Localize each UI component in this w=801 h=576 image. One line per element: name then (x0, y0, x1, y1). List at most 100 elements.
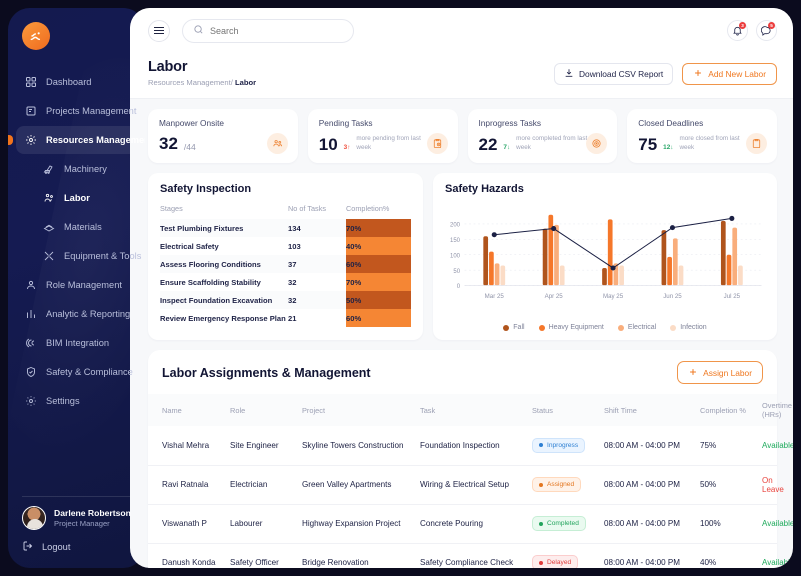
stat-note: more closed from last week (679, 135, 740, 151)
logout-icon (22, 540, 34, 554)
column-header: Task (420, 394, 532, 426)
column-header-no-of-tasks: No of Tasks (288, 204, 326, 213)
sidebar-item-role-management[interactable]: Role Management (16, 271, 137, 299)
chart-legend: Fall Heavy Equipment Electrical Infection (433, 322, 777, 340)
legend-item[interactable]: Fall (503, 324, 525, 331)
bell-icon (733, 26, 742, 36)
sidebar-item-materials[interactable]: Materials (34, 213, 137, 241)
notifications-button[interactable]: 3 (727, 20, 748, 41)
cell-tasks: 21 (288, 313, 297, 323)
cell-tasks: 37 (288, 255, 346, 273)
sidebar-subitem-label: Equipment & Tools (64, 251, 142, 261)
cell-name: Danush Konda (148, 543, 230, 568)
stat-suffix: /44 (183, 142, 196, 152)
sidebar-item-resources-management[interactable]: Resources Management (8, 126, 145, 154)
cell-stage: Assess Flooring Conditions (160, 255, 288, 273)
cell-task: Safety Compliance Check (420, 543, 532, 568)
hazards-chart-svg: 0 50 100 150 200 Mar 25 Apr 25 May 25 Jun 25 Jul … (450, 214, 762, 300)
machinery-icon (42, 163, 55, 176)
clipboard-icon (746, 133, 767, 154)
assign-labor-button[interactable]: Assign Labor (677, 361, 763, 384)
sidebar-item-equipment-tools[interactable]: Equipment & Tools (34, 242, 141, 270)
legend-item[interactable]: Electrical (617, 324, 656, 331)
cell-role: Safety Officer (230, 543, 302, 568)
table-row[interactable]: Ravi Ratnala Electrician Green Valley Apar… (148, 465, 784, 505)
messages-button[interactable]: 5 (756, 20, 777, 41)
cell-role: Site Engineer (230, 426, 302, 466)
cell-tasks: 32 (288, 277, 297, 287)
stat-card-closed-deadlines: Closed Deadlines 75 12↓ more closed from… (627, 109, 777, 163)
labor-title: Labor Assignments & Management (162, 365, 371, 380)
cell-status: Delayed (532, 543, 604, 568)
svg-text:0: 0 (457, 284, 461, 290)
table-row: Inspect Foundation Excavation 32 50% (160, 291, 411, 309)
cell-shift-time: 08:00 AM - 04:00 PM (604, 426, 700, 466)
hamburger-icon[interactable] (148, 19, 170, 42)
legend-item[interactable]: Infection (670, 324, 707, 331)
cell-project: Bridge Renovation (302, 543, 420, 568)
breadcrumb-parent[interactable]: Resources Management/ (148, 78, 235, 87)
legend-item[interactable]: Heavy Equipment (538, 324, 604, 331)
cell-shift-time: 08:00 AM - 04:00 PM (604, 543, 700, 568)
assign-labor-label: Assign Labor (703, 367, 752, 378)
download-csv-button[interactable]: Download CSV Report (554, 63, 674, 85)
sidebar-item-label: Analytic & Reporting (46, 309, 131, 319)
safety-hazards-chart: 0 50 100 150 200 Mar 25 Apr 25 May 25 Jun 25 Jul … (433, 201, 777, 322)
status-dot (539, 521, 543, 526)
cell-completion: 40% (346, 237, 411, 255)
legend-label: Infection (680, 324, 707, 331)
stat-card-manpower-onsite: Manpower Onsite 32 /44 (148, 109, 298, 163)
svg-text:50: 50 (453, 269, 460, 275)
cell-tasks: 134 (288, 219, 346, 237)
logout-label: Logout (42, 542, 71, 552)
status-label: Inprogress (547, 441, 579, 449)
search-input-wrapper[interactable] (182, 18, 354, 43)
stat-title: Manpower Onsite (159, 118, 225, 128)
svg-text:Mar 25: Mar 25 (485, 293, 505, 300)
table-row: Review Emergency Response Plan 21 60% (160, 309, 411, 327)
sidebar-item-label: BIM Integration (46, 338, 110, 348)
sidebar-item-settings[interactable]: Settings (16, 387, 137, 415)
brand-logo-icon[interactable] (22, 22, 50, 50)
stat-card-inprogress-tasks: Inprogress Tasks 22 7↓ more completed fr… (467, 109, 618, 163)
status-badge: Delayed (532, 555, 579, 568)
status-dot (539, 560, 543, 565)
resources-icon (24, 134, 37, 147)
sidebar-item-analytic-reporting[interactable]: Analytic & Reporting (16, 300, 137, 328)
sidebar-item-bim-integration[interactable]: BIM Integration (16, 329, 137, 357)
stat-title: Closed Deadlines (638, 118, 704, 128)
cell-stage: Test Plumbing Fixtures (160, 219, 288, 237)
overtime-label: Available (762, 558, 793, 567)
table-row[interactable]: Danush Konda Safety Officer Bridge Renovat… (148, 543, 793, 568)
sidebar: Dashboard Projects Management Resources … (8, 8, 145, 568)
sidebar-item-labor[interactable]: Labor (34, 184, 137, 212)
cell-status: Completed (532, 504, 604, 544)
sidebar-item-dashboard[interactable]: Dashboard (16, 68, 137, 96)
stat-value: 22 (478, 135, 498, 154)
stat-value: 10 (318, 135, 338, 154)
sidebar-item-projects-management[interactable]: Projects Management (16, 97, 137, 125)
table-row: Test Plumbing Fixtures 134 70% (160, 219, 411, 237)
sidebar-profile[interactable]: Darlene Robertson Project Manager (8, 497, 145, 534)
cell-role: Labourer (230, 504, 302, 544)
sidebar-item-machinery[interactable]: Machinery (34, 155, 137, 183)
cell-status: Assigned (532, 465, 604, 505)
cell-role: Electrician (230, 465, 302, 505)
column-header: Role (230, 394, 302, 426)
table-row[interactable]: Vishal Mehra Site Engineer Skyline Towers … (148, 426, 793, 466)
safety-hazards-card: Safety Hazards 0 50 100 150 200 Mar 25 Apr 25 M… (433, 173, 777, 340)
topbar-actions: 3 5 (727, 20, 777, 41)
cell-stage: Electrical Safety (160, 241, 219, 251)
search-input[interactable] (210, 25, 343, 36)
logout-button[interactable]: Logout (8, 534, 145, 560)
column-header-stages: Stages (160, 204, 183, 213)
cell-overtime: Available (762, 543, 793, 568)
status-badge: Assigned (532, 477, 582, 492)
status-dot (539, 482, 543, 487)
grid-icon (24, 76, 37, 89)
add-new-labor-button[interactable]: Add New Labor (682, 63, 777, 85)
sidebar-item-safety-compliance[interactable]: Safety & Compliance (16, 358, 137, 386)
table-row[interactable]: Viswanath P Labourer Highway Expansion Pro… (148, 504, 793, 544)
sidebar-subitem-label: Labor (64, 193, 90, 203)
cell-task: Concrete Pouring (420, 504, 532, 544)
